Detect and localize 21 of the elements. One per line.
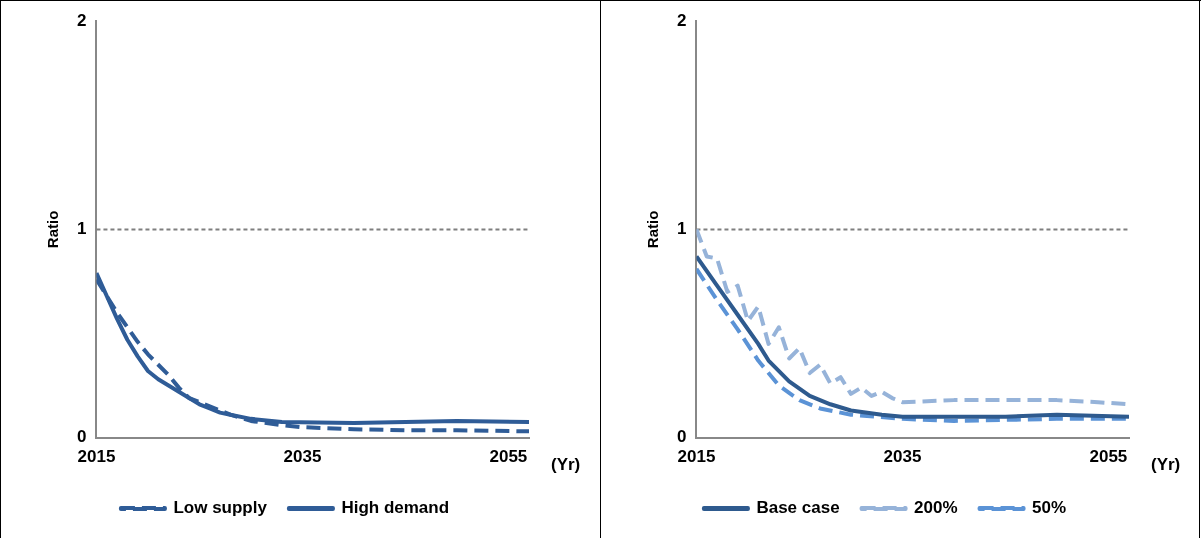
legend-label: Low supply <box>173 498 268 518</box>
x-tick-label: 2015 <box>677 447 716 467</box>
x-tick-label: 2035 <box>883 447 922 467</box>
y-tick-label: 1 <box>676 219 687 239</box>
x-tick-label: 2035 <box>283 447 322 467</box>
y-tick-label: 2 <box>676 10 687 30</box>
x-tick-label: 2015 <box>77 447 116 467</box>
y-axis-title: Ratio <box>644 210 662 249</box>
y-tick-label: 2 <box>76 10 87 30</box>
x-tick-label: 2055 <box>489 447 528 467</box>
y-tick-label: 0 <box>676 427 687 447</box>
legend-label: High demand <box>341 498 450 518</box>
legend-label: 50% <box>1032 498 1067 518</box>
y-tick-label: 1 <box>76 219 87 239</box>
x-axis-title: (Yr) <box>1151 455 1181 475</box>
legend-label: 200% <box>914 498 958 518</box>
x-axis-title: (Yr) <box>551 455 581 475</box>
legend-label: Base case <box>756 498 840 518</box>
y-axis-title: Ratio <box>44 210 62 249</box>
x-tick-label: 2055 <box>1089 447 1128 467</box>
y-tick-label: 0 <box>76 427 87 447</box>
